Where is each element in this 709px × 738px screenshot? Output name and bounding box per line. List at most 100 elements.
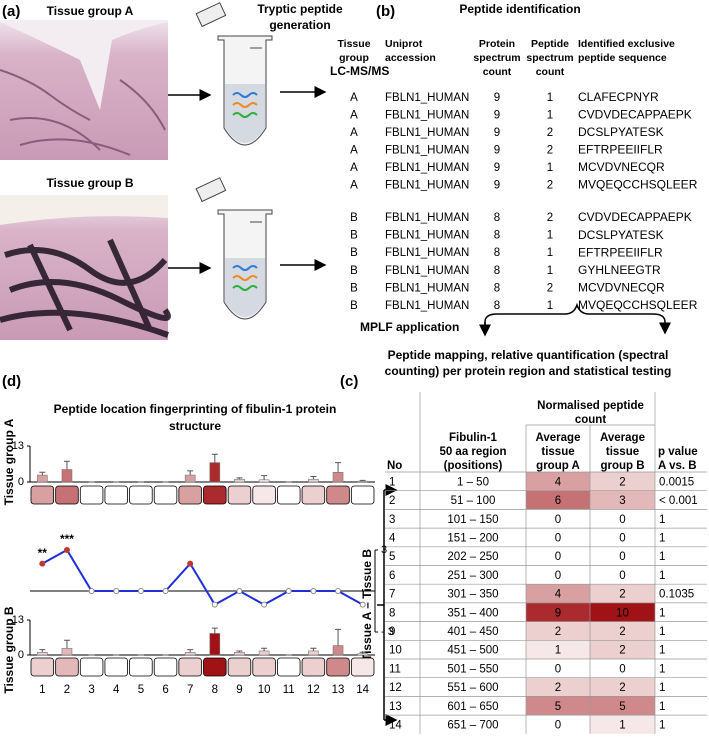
table-cell: 301 – 350 bbox=[447, 589, 498, 601]
strip-cell bbox=[30, 657, 55, 677]
side-label: Tissue A – Tissue B bbox=[360, 549, 374, 661]
column-header: Protein bbox=[479, 38, 515, 50]
table-cell: 9 bbox=[494, 92, 500, 104]
table-cell: 8 bbox=[494, 265, 500, 277]
table-cell: 1 bbox=[547, 110, 553, 122]
table-cell: 0.0015 bbox=[659, 476, 694, 488]
table-cell: 8 bbox=[494, 300, 500, 312]
column-header: group B bbox=[600, 460, 644, 472]
table-cell: 501 – 550 bbox=[447, 663, 498, 675]
heat-cell bbox=[526, 490, 590, 510]
strip-cell bbox=[104, 657, 128, 677]
error-bar bbox=[236, 650, 243, 653]
x-tick-label: 5 bbox=[138, 684, 144, 696]
table-cell: 0 bbox=[555, 570, 561, 582]
heat-cell bbox=[590, 584, 655, 603]
table-cell: A bbox=[350, 162, 358, 174]
heat-cell bbox=[526, 546, 590, 566]
error-bar bbox=[211, 453, 218, 463]
table-cell: 5 bbox=[619, 701, 625, 713]
column-header: p value bbox=[658, 446, 698, 458]
table-cell: 2 bbox=[619, 589, 625, 601]
table-cell: MVQEQCCHSQLEER bbox=[578, 178, 698, 192]
error-bar bbox=[211, 627, 218, 634]
table-cell: A bbox=[350, 127, 358, 139]
difference-point bbox=[39, 560, 46, 567]
table-cell: 0 bbox=[555, 514, 561, 526]
table-cell: FBLN1_HUMAN bbox=[385, 300, 469, 312]
table-cell: FBLN1_HUMAN bbox=[385, 127, 469, 139]
column-header: 50 aa region bbox=[439, 446, 506, 458]
difference-line bbox=[41, 548, 364, 607]
table-cell: CVDVDECAPPAEPK bbox=[578, 108, 692, 122]
column-header: tissue bbox=[541, 446, 574, 458]
bar bbox=[332, 645, 344, 656]
table-cell: 11 bbox=[389, 663, 401, 675]
strip-cell bbox=[301, 657, 326, 677]
error-bar bbox=[310, 647, 317, 651]
table-cell: 1 bbox=[555, 645, 561, 657]
chart-title: structure bbox=[169, 419, 221, 433]
y-tick-label: 3 bbox=[381, 544, 387, 556]
table-cell: CLAFECPNYR bbox=[578, 90, 659, 104]
table-cell: 1 bbox=[659, 645, 665, 657]
difference-point bbox=[236, 588, 243, 594]
difference-point bbox=[261, 601, 268, 608]
strip-cell bbox=[55, 485, 79, 505]
x-tick-label: 8 bbox=[212, 684, 218, 696]
step-label: LC-MS/MS bbox=[330, 64, 389, 78]
panel-title: Peptide identification bbox=[459, 2, 580, 16]
x-tick-label: 11 bbox=[283, 684, 295, 696]
strip-cell bbox=[129, 485, 153, 505]
strip-cell bbox=[79, 485, 104, 505]
x-tick-label: 13 bbox=[332, 684, 345, 696]
strip-cell bbox=[203, 485, 227, 505]
heat-cell bbox=[526, 584, 590, 603]
step-title: counting) per protein region and statist… bbox=[385, 364, 672, 378]
table-cell: A bbox=[350, 180, 358, 192]
bar bbox=[61, 469, 73, 483]
table-cell: 1 bbox=[659, 626, 665, 638]
table-cell: 6 bbox=[555, 495, 561, 507]
difference-point bbox=[285, 588, 292, 594]
table-cell: FBLN1_HUMAN bbox=[385, 180, 469, 192]
x-tick-label: 7 bbox=[187, 684, 193, 696]
table-cell: 1 bbox=[547, 265, 553, 277]
strip-cell bbox=[326, 485, 350, 505]
table-cell: 651 – 700 bbox=[447, 719, 498, 731]
table-cell: 2 bbox=[619, 476, 625, 488]
table-cell: A bbox=[350, 110, 358, 122]
column-header: (positions) bbox=[444, 460, 503, 472]
step-title: MPLF application bbox=[360, 320, 459, 334]
x-tick-label: 4 bbox=[113, 684, 120, 696]
strip-cell bbox=[252, 657, 276, 677]
heat-cell bbox=[526, 621, 590, 641]
tube-a bbox=[195, 2, 273, 146]
table-cell: 8 bbox=[494, 230, 500, 242]
strip-cell bbox=[326, 657, 350, 677]
strip-cell bbox=[252, 485, 276, 505]
table-cell: CVDVDECAPPAEPK bbox=[578, 210, 692, 224]
table-cell: 251 – 300 bbox=[447, 570, 498, 582]
table-cell: < 0.001 bbox=[659, 495, 698, 507]
table-cell: 4 bbox=[389, 532, 396, 544]
strip-cell bbox=[178, 485, 202, 505]
table-cell: FBLN1_HUMAN bbox=[385, 230, 469, 242]
table-cell: 1 bbox=[659, 663, 665, 675]
difference-point bbox=[162, 588, 169, 594]
table-cell: 0 bbox=[555, 719, 561, 731]
table-cell: 1 bbox=[547, 300, 553, 312]
table-cell: 9 bbox=[389, 626, 395, 638]
error-bar bbox=[187, 470, 194, 476]
table-cell: 0 bbox=[619, 532, 625, 544]
table-cell: 202 – 250 bbox=[447, 551, 498, 563]
heat-cell bbox=[590, 565, 655, 585]
table-cell: 8 bbox=[494, 212, 500, 224]
bar bbox=[308, 478, 319, 483]
table-cell: 2 bbox=[547, 127, 553, 139]
heat-cell bbox=[590, 602, 655, 622]
step-title: Peptide mapping, relative quantification… bbox=[388, 348, 669, 362]
y-tick-label: 13 bbox=[12, 614, 24, 626]
column-header: Average bbox=[536, 432, 581, 444]
